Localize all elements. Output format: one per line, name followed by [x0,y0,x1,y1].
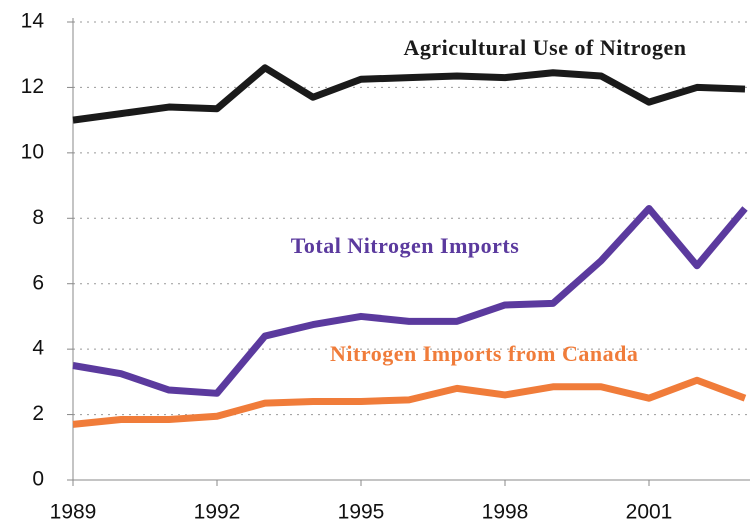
y-tick-label: 0 [32,468,44,491]
x-tick-label: 1995 [338,501,385,524]
x-tick-label: 1989 [50,501,97,524]
series-label: Total Nitrogen Imports [291,233,520,258]
y-tick-label: 14 [21,10,45,33]
series-line [72,64,746,124]
y-tick-label: 8 [32,206,44,229]
y-tick-label: 4 [32,337,44,360]
x-tick-label: 2001 [626,501,673,524]
y-tick-label: 2 [32,402,44,425]
series-label: Nitrogen Imports from Canada [330,341,638,366]
y-tick-label: 12 [21,75,44,98]
y-tick-label: 10 [21,140,44,163]
series-label: Agricultural Use of Nitrogen [403,35,686,60]
x-tick-label: 1998 [482,501,529,524]
series-line [72,376,747,428]
series-line [72,204,748,397]
y-tick-label: 6 [32,271,44,294]
x-tick-label: 1992 [194,501,241,524]
